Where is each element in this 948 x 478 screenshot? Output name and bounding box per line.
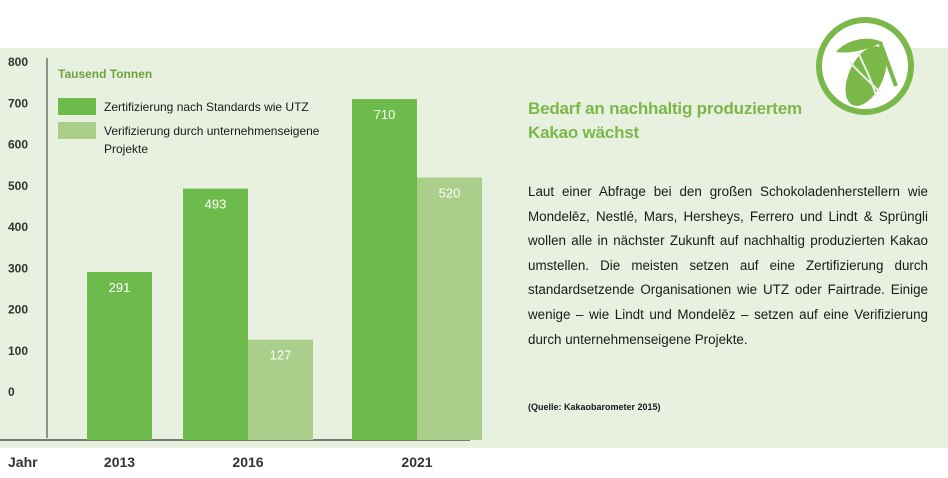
x-axis-title: Jahr [8, 454, 38, 470]
legend-label-verification-line1: Verifizierung durch unternehmenseigene [104, 124, 320, 138]
y-tick-label: 0 [8, 385, 15, 399]
bar-data-label: 710 [374, 107, 396, 122]
y-tick-label: 200 [8, 303, 28, 317]
cocoa-pod-icon [816, 17, 914, 115]
x-tick-label: 2016 [232, 454, 263, 470]
bar-2016-series-1 [183, 188, 248, 440]
bar-2013-series-1 [87, 271, 152, 440]
bar-2021-series-2 [417, 177, 482, 440]
bar-2016-series-2 [248, 339, 313, 440]
x-tick-label: 2013 [104, 454, 135, 470]
headline-line1: Bedarf an nachhaltig produziertem [528, 99, 802, 118]
bar-data-label: 493 [205, 197, 227, 212]
legend-swatch-light [58, 122, 96, 139]
headline-line2: Kakao wächst [528, 123, 639, 142]
y-tick-label: 300 [8, 261, 28, 275]
bar-data-label: 520 [439, 186, 461, 201]
x-tick-label: 2021 [401, 454, 432, 470]
y-tick-label: 500 [8, 179, 28, 193]
body-paragraph: Laut einer Abfrage bei den großen Schoko… [528, 184, 928, 347]
legend-label-verification: Verifizierung durch unternehmenseigene P… [104, 122, 344, 158]
bar-2021-series-1 [352, 99, 417, 440]
y-tick-label: 100 [8, 344, 28, 358]
y-tick-label: 800 [8, 55, 28, 69]
legend-swatch-dark [58, 98, 96, 115]
bar-data-label: 127 [270, 348, 292, 363]
legend-title: Tausend Tonnen [58, 67, 153, 81]
headline: Bedarf an nachhaltig produziertem Kakao … [528, 97, 828, 145]
y-tick-label: 700 [8, 96, 28, 110]
source-note: (Quelle: Kakaobarometer 2015) [528, 402, 661, 412]
y-tick-label: 400 [8, 220, 28, 234]
legend-label-certification: Zertifizierung nach Standards wie UTZ [104, 100, 309, 114]
y-tick-label: 600 [8, 138, 28, 152]
bar-data-label: 291 [109, 280, 131, 295]
legend-label-verification-line2: Projekte [104, 142, 149, 156]
